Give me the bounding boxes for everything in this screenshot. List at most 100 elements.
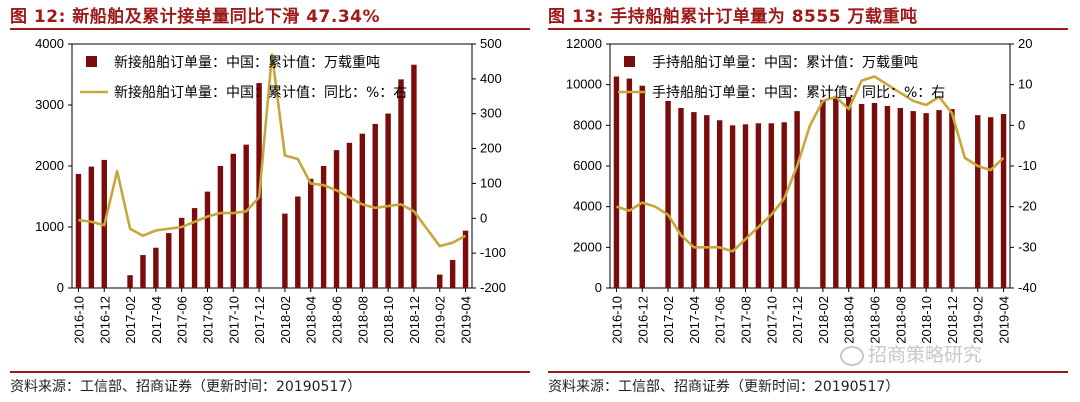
- x-axis-tick-label: 2018-02: [816, 296, 831, 344]
- bar: [153, 247, 159, 288]
- x-axis-tick-label: 2019-04: [459, 296, 474, 344]
- x-axis-tick-label: 2017-04: [149, 296, 164, 344]
- x-axis-tick-label: 2019-04: [997, 296, 1012, 344]
- left-axis-tick-label: 8000: [573, 117, 602, 132]
- bar: [75, 173, 82, 288]
- chart-title: 图 12: 新船舶及累计接单量同比下滑 47.34%: [10, 7, 381, 27]
- right-axis-tick-label: 300: [480, 106, 502, 121]
- bar: [846, 96, 852, 288]
- x-axis-tick-label: 2017-02: [661, 296, 676, 344]
- left-axis-tick-label: 0: [57, 280, 64, 295]
- right-axis-tick-label: -200: [480, 280, 506, 295]
- wechat-icon: [840, 345, 864, 366]
- right-axis-tick-label: 100: [480, 175, 502, 190]
- x-axis-tick-label: 2016-12: [97, 296, 112, 344]
- left-axis-tick-label: 2000: [573, 239, 602, 254]
- right-axis-tick-label: -100: [480, 245, 506, 260]
- bar: [204, 191, 211, 288]
- bar: [230, 153, 236, 288]
- x-axis-tick-label: 2016-12: [635, 296, 650, 344]
- bar: [755, 123, 762, 288]
- bar: [910, 111, 916, 288]
- x-axis-tick-label: 2019-02: [433, 296, 448, 344]
- bar: [127, 275, 133, 288]
- x-axis-tick-label: 2018-12: [945, 296, 960, 344]
- right-axis-tick-label: 0: [480, 210, 487, 225]
- new-orders-chart: 0 1000 2000 3000 4000 -200 -100 0 100 200 300 400 50…: [35, 36, 506, 344]
- bar: [398, 79, 404, 288]
- right-axis-tick-label: -20: [1018, 199, 1037, 214]
- x-axis-tick-label: 2018-04: [304, 296, 319, 344]
- x-axis-tick-label: 2018-04: [842, 296, 857, 344]
- source-divider: [548, 371, 1068, 373]
- x-axis-tick-label: 2018-10: [919, 296, 934, 344]
- bar: [716, 120, 723, 288]
- x-axis-tick-label: 2017-08: [200, 296, 215, 344]
- left-axis-tick-label: 6000: [573, 158, 602, 173]
- bar: [897, 108, 904, 288]
- bar: [768, 123, 774, 288]
- bar: [437, 274, 443, 288]
- x-axis-tick-label: 2017-12: [790, 296, 805, 344]
- bar: [858, 103, 865, 288]
- left-axis-tick-label: 1000: [35, 219, 64, 234]
- bar: [884, 106, 891, 289]
- bar: [166, 233, 172, 288]
- bar: [282, 213, 288, 288]
- left-axis-tick-label: 3000: [35, 97, 64, 112]
- left-axis-tick-label: 4000: [35, 36, 64, 51]
- bar: [613, 76, 620, 289]
- bar: [923, 113, 929, 288]
- bar: [665, 100, 671, 288]
- x-axis-tick-label: 2017-08: [738, 296, 753, 344]
- bar: [372, 123, 378, 288]
- left-axis-tick-label: 2000: [35, 158, 64, 173]
- bar: [217, 166, 224, 288]
- bar: [346, 142, 353, 288]
- order-book-chart: 0 2000 4000 6000 8000 10000 12000 -40 -30 -20 -10 0…: [566, 36, 1037, 344]
- chart-panel-order-book: 图 13: 手持船舶累计订单量为 8555 万载重吨 0 2000 4000 6000…: [548, 0, 1073, 402]
- x-axis-tick-label: 2018-06: [330, 296, 345, 344]
- x-axis-tick-label: 2016-10: [71, 296, 86, 344]
- line-series: [616, 75, 1005, 253]
- bar: [975, 115, 981, 289]
- x-axis-tick-label: 2018-08: [355, 296, 370, 344]
- legend-line-label: 新接船舶订单量：中国：累计值：同比：%：右: [114, 84, 407, 101]
- legend-bar-label: 手持船舶订单量：中国：累计值：万载重吨: [652, 55, 918, 71]
- left-axis-tick-label: 4000: [573, 199, 602, 214]
- chart-title: 图 13: 手持船舶累计订单量为 8555 万载重吨: [548, 7, 918, 27]
- right-axis-tick-label: -30: [1018, 239, 1037, 254]
- line-series: [78, 53, 467, 248]
- right-axis-tick-label: 500: [480, 36, 502, 51]
- bar: [626, 78, 633, 288]
- bar: [871, 102, 878, 288]
- legend-line-label: 手持船舶订单量：中国：累计值：同比：%：右: [652, 85, 945, 101]
- right-axis-tick-label: 0: [1018, 117, 1025, 132]
- x-axis-tick-label: 2017-06: [175, 296, 190, 344]
- legend-bar-swatch: [624, 56, 635, 67]
- right-axis-tick-label: 10: [1018, 77, 1032, 92]
- x-axis-tick-label: 2018-12: [407, 296, 422, 344]
- x-axis-tick-label: 2017-10: [226, 296, 241, 344]
- bar: [691, 112, 697, 288]
- bar: [359, 133, 366, 288]
- bar: [243, 144, 249, 288]
- x-axis-tick-label: 2018-08: [893, 296, 908, 344]
- left-axis-tick-label: 12000: [566, 36, 602, 51]
- bar: [385, 113, 391, 288]
- bar: [704, 115, 710, 289]
- left-axis-tick-label: 0: [595, 280, 602, 295]
- bar: [320, 166, 327, 288]
- bar: [140, 255, 146, 288]
- bar: [794, 111, 800, 288]
- bar: [729, 125, 736, 288]
- bar: [295, 196, 301, 288]
- bar: [833, 96, 839, 288]
- bar: [191, 208, 198, 288]
- watermark: 招商策略研究: [840, 340, 982, 367]
- left-axis-tick-label: 10000: [566, 77, 602, 92]
- x-axis-tick-label: 2017-04: [687, 296, 702, 344]
- x-axis-tick-label: 2019-02: [971, 296, 986, 344]
- title-divider: [548, 28, 1068, 30]
- x-axis-tick-label: 2017-10: [764, 296, 779, 344]
